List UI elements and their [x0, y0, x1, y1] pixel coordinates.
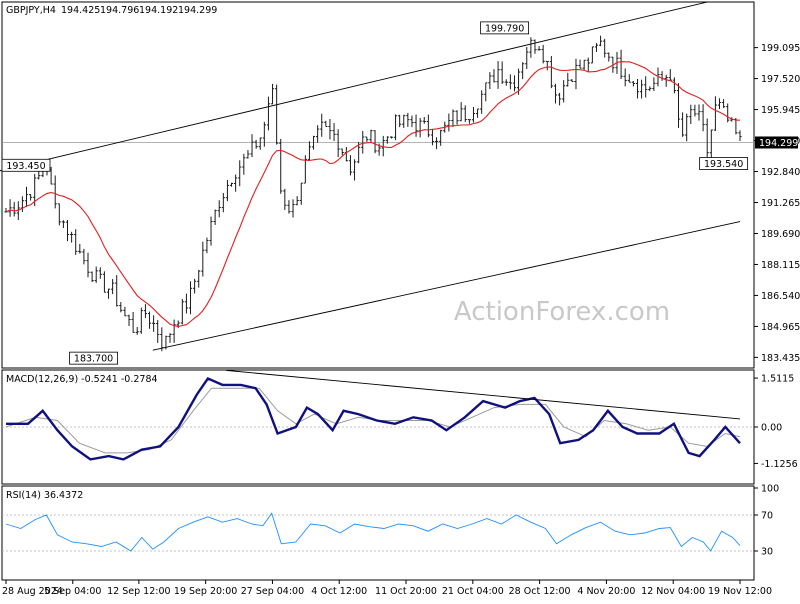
rsi-title: RSI(14) 36.4372 — [6, 490, 83, 501]
price-tick-label: 191.265 — [761, 198, 800, 209]
macd-title: MACD(12,26,9) -0.5241 -0.2784 — [6, 374, 158, 385]
time-tick-label: 4 Oct 12:00 — [311, 586, 367, 597]
price-tick-label: 189.690 — [761, 229, 800, 240]
ohlc-open: 194.425 — [61, 5, 100, 16]
price-label-box — [1, 158, 51, 172]
macd-tick-label: 1.5115 — [761, 374, 794, 385]
rsi-panel-frame — [1, 485, 755, 581]
price-tick-label: 197.520 — [761, 74, 800, 85]
price-label-box — [69, 351, 118, 365]
rsi-tick-label: 30 — [761, 547, 773, 558]
price-tick-label: 186.540 — [761, 291, 800, 302]
macd-main-line — [6, 377, 741, 461]
instrument-label: GBPJPY,H4 — [6, 5, 56, 16]
rsi-layer — [2, 512, 754, 552]
price-label-box — [699, 157, 749, 170]
price-label: 183.700 — [74, 354, 113, 365]
time-tick-label: 4 Nov 20:00 — [577, 586, 635, 597]
rsi-tick-label: 70 — [761, 511, 773, 522]
macd-trendline — [226, 369, 741, 420]
time-tick-label: 12 Sep 12:00 — [107, 586, 170, 597]
channel-line-1 — [0, 1, 708, 172]
price-label-box — [480, 21, 530, 35]
ohlc-low: 194.192 — [139, 5, 178, 16]
time-tick-label: 19 Sep 20:00 — [174, 586, 237, 597]
price-tick-label: 184.965 — [761, 322, 800, 333]
time-tick-label: 28 Oct 12:00 — [509, 586, 571, 597]
price-tick-label: 183.435 — [761, 353, 800, 364]
price-tick-label: 199.095 — [761, 43, 800, 54]
ohlc-close: 194.299 — [178, 5, 217, 16]
price-tick-label: 195.945 — [761, 105, 800, 116]
time-tick-label: 5 Sep 04:00 — [44, 586, 101, 597]
ohlc-high: 194.796 — [100, 5, 139, 16]
macd-tick-label: -1.1256 — [761, 459, 798, 470]
moving-average-line — [5, 61, 741, 328]
macd-tick-label: 0.00 — [761, 423, 782, 434]
price-panel-frame — [1, 1, 755, 369]
rsi-line — [5, 512, 741, 552]
axis-layer: 199.095197.520195.945194.370192.840191.2… — [2, 43, 800, 597]
price-tick-label: 188.115 — [761, 260, 800, 271]
time-tick-label: 28 Aug 2024 — [2, 586, 63, 597]
time-tick-label: 21 Oct 04:00 — [442, 586, 504, 597]
macd-layer — [2, 369, 754, 461]
time-tick-label: 27 Sep 04:00 — [241, 586, 304, 597]
time-tick-label: 12 Nov 04:00 — [641, 586, 705, 597]
current-price-tag — [755, 136, 798, 149]
price-label: 193.450 — [6, 161, 45, 172]
macd-signal-line — [5, 387, 741, 454]
channel-line-2 — [152, 221, 741, 351]
price-label: 199.790 — [485, 23, 524, 34]
rsi-tick-label: 100 — [761, 484, 779, 495]
price-label: 193.540 — [704, 159, 743, 170]
time-tick-label: 11 Oct 20:00 — [375, 586, 437, 597]
time-tick-label: 19 Nov 12:00 — [708, 586, 772, 597]
price-tick-label: 192.840 — [761, 167, 800, 178]
watermark: ActionForex.com — [454, 297, 670, 327]
price-layer: 199.790 193.540 183.700 193.450 — [0, 1, 754, 365]
current-price-tag-label: 194.299 — [759, 138, 798, 149]
